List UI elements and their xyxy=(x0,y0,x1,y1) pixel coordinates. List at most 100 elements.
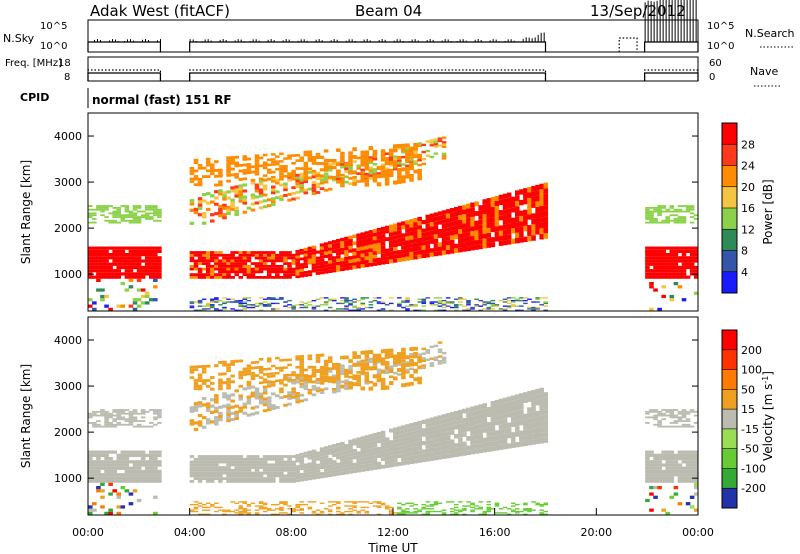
power-cell xyxy=(372,149,378,154)
power-cell xyxy=(478,229,483,235)
power-cell xyxy=(315,171,321,175)
velocity-cell xyxy=(238,370,244,374)
velocity-cell xyxy=(498,512,504,514)
velocity-cell xyxy=(364,449,370,454)
velocity-cell xyxy=(258,376,264,379)
velocity-cell xyxy=(372,451,378,456)
velocity-cell xyxy=(364,456,370,461)
power-cell xyxy=(262,174,268,177)
power-cell xyxy=(388,158,394,162)
power-cell xyxy=(429,304,435,306)
velocity-cell xyxy=(315,377,321,381)
noise-sample xyxy=(432,39,434,42)
power-cell xyxy=(539,200,544,207)
power-cell xyxy=(234,194,239,198)
velocity-cell xyxy=(291,468,296,472)
power-cell xyxy=(543,199,549,206)
power-cell xyxy=(681,249,687,253)
power-cell xyxy=(677,259,683,263)
velocity-cell xyxy=(295,503,300,506)
noise-sample xyxy=(100,39,101,42)
velocity-cell xyxy=(189,471,195,475)
noise-sample xyxy=(537,34,539,42)
velocity-cell xyxy=(262,460,268,464)
velocity-cell xyxy=(210,404,215,408)
power-cell xyxy=(96,206,101,209)
velocity-cell xyxy=(116,511,122,515)
velocity-cell xyxy=(437,355,443,358)
power-cell xyxy=(669,206,675,209)
power-cell xyxy=(657,275,662,279)
power-cell xyxy=(543,302,549,305)
velocity-cell xyxy=(673,463,679,467)
power-cell xyxy=(466,301,471,303)
velocity-cell xyxy=(388,512,394,514)
velocity-cell xyxy=(299,363,305,366)
velocity-cell xyxy=(470,503,475,506)
power-cell xyxy=(315,250,321,254)
power-cell xyxy=(193,301,199,303)
power-cell xyxy=(645,216,650,218)
power-cell xyxy=(519,226,524,232)
velocity-cell xyxy=(112,469,117,474)
velocity-cell xyxy=(238,477,244,481)
colorbar-tick-label: 200 xyxy=(741,344,762,357)
velocity-cell xyxy=(120,463,126,467)
power-cell xyxy=(327,163,333,167)
velocity-cell xyxy=(226,397,231,401)
velocity-cell xyxy=(429,357,435,360)
power-cell xyxy=(311,254,317,258)
power-cell xyxy=(271,170,276,174)
power-cell xyxy=(523,302,528,305)
power-cell xyxy=(458,215,463,220)
power-cell xyxy=(246,259,252,263)
power-cell xyxy=(128,219,134,222)
power-cell xyxy=(515,238,520,244)
power-cell xyxy=(344,170,349,173)
velocity-cell xyxy=(413,438,418,443)
velocity-cell xyxy=(144,463,150,467)
velocity-cell xyxy=(384,369,390,372)
velocity-cell xyxy=(205,418,211,422)
velocity-cell xyxy=(433,420,439,426)
power-cell xyxy=(543,309,549,311)
power-cell xyxy=(466,309,471,311)
power-cell xyxy=(108,205,113,207)
velocity-cell xyxy=(494,410,500,416)
velocity-cell xyxy=(340,364,345,368)
power-cell xyxy=(673,275,679,279)
velocity-cell xyxy=(388,447,394,452)
velocity-cell xyxy=(226,419,231,423)
power-cell xyxy=(388,156,394,159)
power-cell xyxy=(498,194,504,200)
power-cell xyxy=(210,270,215,274)
power-cell xyxy=(661,269,666,273)
velocity-cell xyxy=(287,394,292,397)
power-cell xyxy=(197,276,203,279)
power-cell xyxy=(397,175,402,180)
power-cell xyxy=(376,239,382,243)
power-cell xyxy=(197,164,203,167)
power-cell xyxy=(311,306,317,309)
velocity-cell xyxy=(271,457,276,461)
noise-sample xyxy=(339,41,341,42)
power-cell xyxy=(246,163,252,166)
velocity-cell xyxy=(234,359,239,363)
velocity-cell xyxy=(104,460,109,464)
velocity-cell xyxy=(458,451,463,457)
power-cell xyxy=(429,217,435,223)
power-cell xyxy=(311,248,317,252)
power-cell xyxy=(360,239,366,243)
velocity-cell xyxy=(645,416,650,419)
velocity-cell xyxy=(201,379,207,383)
power-cell xyxy=(454,305,459,307)
velocity-cell xyxy=(230,474,235,478)
power-cell xyxy=(689,265,695,270)
velocity-cell xyxy=(543,513,549,515)
velocity-cell xyxy=(92,414,97,417)
velocity-cell xyxy=(340,448,345,452)
power-cell xyxy=(397,164,402,167)
power-cell xyxy=(140,249,146,253)
power-cell xyxy=(523,188,528,194)
velocity-cell xyxy=(230,374,235,378)
